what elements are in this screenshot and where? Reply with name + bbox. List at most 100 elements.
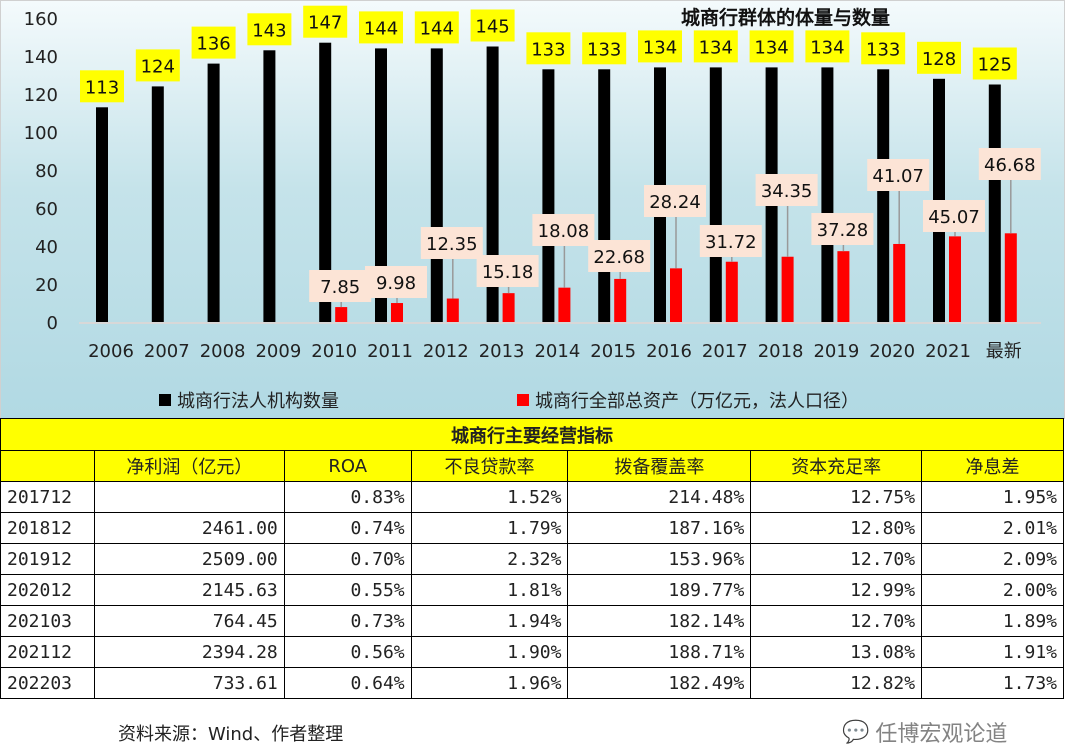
bar-count bbox=[319, 42, 332, 322]
table-cell bbox=[93, 481, 285, 513]
column-header: 净利润（亿元） bbox=[93, 450, 285, 482]
table-cell: 1.90% bbox=[410, 636, 569, 668]
x-tick-label: 2010 bbox=[311, 341, 357, 362]
table-cell: 1.95% bbox=[921, 481, 1064, 513]
legend-label: 城商行全部总资产（万亿元，法人口径） bbox=[535, 391, 859, 412]
data-label-count: 144 bbox=[420, 18, 454, 39]
y-tick-label: 80 bbox=[35, 161, 58, 182]
x-tick-label: 2007 bbox=[144, 341, 190, 362]
data-label-bg bbox=[526, 32, 571, 65]
x-tick-label: 2017 bbox=[702, 341, 748, 362]
data-label-count: 134 bbox=[810, 37, 844, 58]
data-label-assets: 31.72 bbox=[705, 232, 757, 253]
table-cell: 12.75% bbox=[750, 481, 923, 513]
data-label-bg bbox=[582, 32, 627, 65]
data-label-bg bbox=[247, 13, 292, 46]
bar-count bbox=[877, 69, 890, 322]
table-cell: 0.74% bbox=[283, 512, 412, 544]
data-label-bg bbox=[749, 30, 794, 63]
data-label-count: 124 bbox=[141, 56, 175, 77]
data-label-bg bbox=[638, 30, 682, 63]
x-tick-label: 2013 bbox=[479, 341, 525, 362]
legend-item-assets: 城商行全部总资产（万亿元，法人口径） bbox=[517, 387, 859, 413]
data-label-count: 143 bbox=[252, 20, 286, 41]
bar-count bbox=[709, 67, 722, 323]
table-cell: 12.70% bbox=[750, 605, 923, 637]
table-cell: 2.00% bbox=[921, 574, 1064, 606]
bar-count bbox=[151, 86, 164, 323]
table-cell: 2.32% bbox=[410, 543, 569, 575]
legend-label: 城商行法人机构数量 bbox=[177, 391, 339, 412]
x-tick-label: 最新 bbox=[986, 341, 1022, 362]
x-tick-label: 2009 bbox=[255, 341, 301, 362]
table-row: 202203 733.61 0.64% 1.96% 182.49% 12.82% 1.73% bbox=[0, 667, 1064, 699]
data-label-assets: 46.68 bbox=[984, 155, 1036, 176]
chart-title: 城商行群体的体量与数量 bbox=[681, 7, 891, 29]
bar-assets bbox=[446, 298, 459, 322]
y-tick-label: 60 bbox=[35, 199, 58, 220]
table-row: 201912 2509.00 0.70% 2.32% 153.96% 12.70% 2.09… bbox=[0, 543, 1064, 575]
table-cell: 153.96% bbox=[567, 543, 752, 575]
table-cell: 202103 bbox=[0, 605, 95, 637]
table-cell: 1.96% bbox=[410, 667, 569, 699]
table-cell: 201812 bbox=[0, 512, 95, 544]
data-label-count: 134 bbox=[643, 37, 677, 58]
table-cell: 202012 bbox=[0, 574, 95, 606]
table-cell: 214.48% bbox=[567, 481, 752, 513]
data-label-assets: 41.07 bbox=[872, 166, 924, 187]
data-label-assets: 45.07 bbox=[928, 207, 980, 228]
data-label-bg bbox=[699, 225, 762, 257]
column-header: ROA bbox=[283, 450, 412, 482]
data-label-count: 136 bbox=[196, 34, 230, 55]
table-cell: 1.81% bbox=[410, 574, 569, 606]
table-cell: 0.83% bbox=[283, 481, 412, 513]
table-cell: 12.80% bbox=[750, 512, 923, 544]
column-header bbox=[0, 450, 95, 482]
data-label-count: 134 bbox=[754, 37, 788, 58]
table-cell: 202203 bbox=[0, 667, 95, 699]
data-label-bg bbox=[644, 185, 706, 217]
table-cell: 189.77% bbox=[567, 574, 752, 606]
data-label-assets: 15.18 bbox=[482, 262, 534, 283]
x-tick-label: 2015 bbox=[590, 341, 636, 362]
column-header: 不良贷款率 bbox=[410, 450, 569, 482]
table-cell: 0.73% bbox=[283, 605, 412, 637]
bar-assets bbox=[1004, 233, 1017, 322]
data-label-bg bbox=[532, 214, 595, 246]
table-cell: 1.73% bbox=[921, 667, 1064, 699]
data-label-bg bbox=[861, 32, 906, 65]
data-label-bg bbox=[972, 47, 1017, 80]
legend-swatch-red bbox=[517, 394, 529, 406]
bar-count bbox=[430, 48, 443, 323]
data-label-count: 147 bbox=[308, 13, 342, 34]
source-note: 资料来源：Wind、作者整理 bbox=[118, 724, 344, 745]
table-cell: 12.99% bbox=[750, 574, 923, 606]
data-label-count: 133 bbox=[866, 39, 900, 60]
x-tick-label: 2008 bbox=[200, 341, 246, 362]
data-label-assets: 7.85 bbox=[320, 277, 360, 298]
table-cell: 733.61 bbox=[93, 667, 285, 699]
watermark-text: 任博宏观论道 bbox=[875, 722, 1008, 747]
table-cell: 201912 bbox=[0, 543, 95, 575]
table-cell: 2.09% bbox=[921, 543, 1064, 575]
data-label-count: 113 bbox=[85, 77, 119, 98]
data-label-assets: 37.28 bbox=[817, 220, 869, 241]
data-label-count: 133 bbox=[587, 39, 621, 60]
data-label-bg bbox=[365, 266, 427, 298]
y-tick-label: 120 bbox=[24, 85, 58, 106]
y-tick-label: 0 bbox=[47, 313, 58, 334]
x-tick-label: 2016 bbox=[646, 341, 692, 362]
y-tick-label: 160 bbox=[24, 9, 58, 30]
y-tick-label: 140 bbox=[24, 47, 58, 68]
data-label-assets: 22.68 bbox=[593, 247, 645, 268]
column-header: 拨备覆盖率 bbox=[567, 450, 752, 482]
table-cell: 187.16% bbox=[567, 512, 752, 544]
table-cell: 0.55% bbox=[283, 574, 412, 606]
table-cell: 1.89% bbox=[921, 605, 1064, 637]
data-label-assets: 34.35 bbox=[761, 181, 813, 202]
x-tick-label: 2018 bbox=[758, 341, 804, 362]
data-label-bg bbox=[414, 11, 459, 44]
table-cell: 1.79% bbox=[410, 512, 569, 544]
data-label-bg bbox=[755, 174, 818, 206]
data-label-bg bbox=[420, 227, 483, 259]
